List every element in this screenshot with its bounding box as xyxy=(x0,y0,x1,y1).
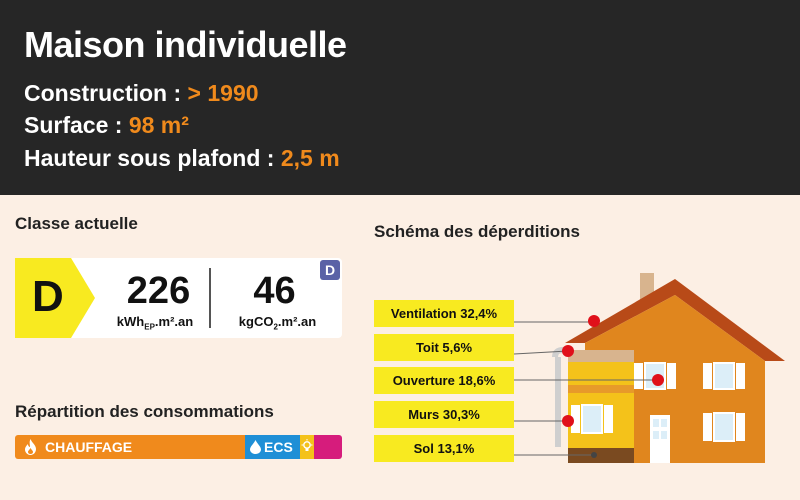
surface-label: Surface : xyxy=(24,112,129,138)
energy-unit-prefix: kWh xyxy=(116,314,145,329)
door-pane-4 xyxy=(661,431,667,439)
cutaway-top xyxy=(568,350,634,362)
loss-connectors xyxy=(513,315,664,458)
current-class-title: Classe actuelle xyxy=(15,214,138,233)
lightbulb-icon xyxy=(301,439,313,451)
energy-value: 226 xyxy=(126,270,191,312)
consumption-title: Répartition des consommations xyxy=(15,402,274,421)
door-pane-1 xyxy=(653,419,659,427)
cutaway-band xyxy=(568,385,634,393)
opening-marker xyxy=(652,374,664,386)
ecs-label: ECS xyxy=(264,439,293,455)
loss-walls: Murs 30,3% xyxy=(374,401,514,428)
ges-unit-prefix: kgCO xyxy=(238,314,274,329)
energy-card: D 226 kWhEP.m².an 46 kgCO2.m².an D xyxy=(15,258,342,338)
energy-unit-sub: EP xyxy=(144,322,155,332)
energy-unit: kWhEP.m².an xyxy=(100,314,210,332)
height-label: Hauteur sous plafond : xyxy=(24,145,281,171)
roof-connector xyxy=(513,350,569,355)
height-value: 2,5 m xyxy=(280,145,340,171)
construction-value: > 1990 xyxy=(187,80,259,106)
height-line: Hauteur sous plafond : 2,5 m xyxy=(24,145,340,172)
house-illustration xyxy=(552,273,785,463)
loss-openings: Ouverture 18,6% xyxy=(374,367,514,394)
energy-class-arrow-icon xyxy=(15,258,95,338)
door-pane-2 xyxy=(661,419,667,427)
downpipe xyxy=(555,357,561,447)
roof xyxy=(565,279,785,361)
ges-class-badge: D xyxy=(320,260,340,280)
ecs-segment: ECS xyxy=(245,435,300,459)
construction-label: Construction : xyxy=(24,80,188,106)
energy-class-letter: D xyxy=(32,272,64,321)
surface-value: 98 m² xyxy=(128,112,189,138)
water-drop-icon xyxy=(250,440,261,454)
floor-marker xyxy=(591,452,597,458)
surface-line: Surface : 98 m² xyxy=(24,112,189,139)
ges-value: 46 xyxy=(253,270,296,312)
window-right-upper xyxy=(703,362,745,390)
consumption-bar: CHAUFFAGE ECS xyxy=(15,435,342,459)
ges-unit-suffix: .m².an xyxy=(277,314,317,329)
window-right-lower xyxy=(703,412,745,442)
lighting-segment xyxy=(300,435,314,459)
window-left-lower xyxy=(571,404,613,434)
energy-unit-suffix: .m².an xyxy=(154,314,194,329)
flame-icon xyxy=(25,439,36,455)
page-title: Maison individuelle xyxy=(24,24,347,65)
ventilation-marker xyxy=(588,315,600,327)
heating-segment: CHAUFFAGE xyxy=(15,435,245,459)
roof-marker xyxy=(562,345,574,357)
ges-unit-sub: 2 xyxy=(273,322,278,332)
loss-roof: Toit 5,6% xyxy=(374,334,514,361)
door-pane-3 xyxy=(653,431,659,439)
loss-ventilation: Ventilation 32,4% xyxy=(374,300,514,327)
construction-line: Construction : > 1990 xyxy=(24,80,259,107)
card-divider xyxy=(209,268,211,328)
floor-slab xyxy=(568,448,634,463)
losses-title: Schéma des déperditions xyxy=(374,222,580,241)
heating-label: CHAUFFAGE xyxy=(45,439,133,455)
walls-marker xyxy=(562,415,574,427)
ges-unit: kgCO2.m².an xyxy=(220,314,335,332)
loss-floor: Sol 13,1% xyxy=(374,435,514,462)
header-banner: Maison individuelle Construction : > 199… xyxy=(0,0,800,195)
other-segment xyxy=(314,435,342,459)
